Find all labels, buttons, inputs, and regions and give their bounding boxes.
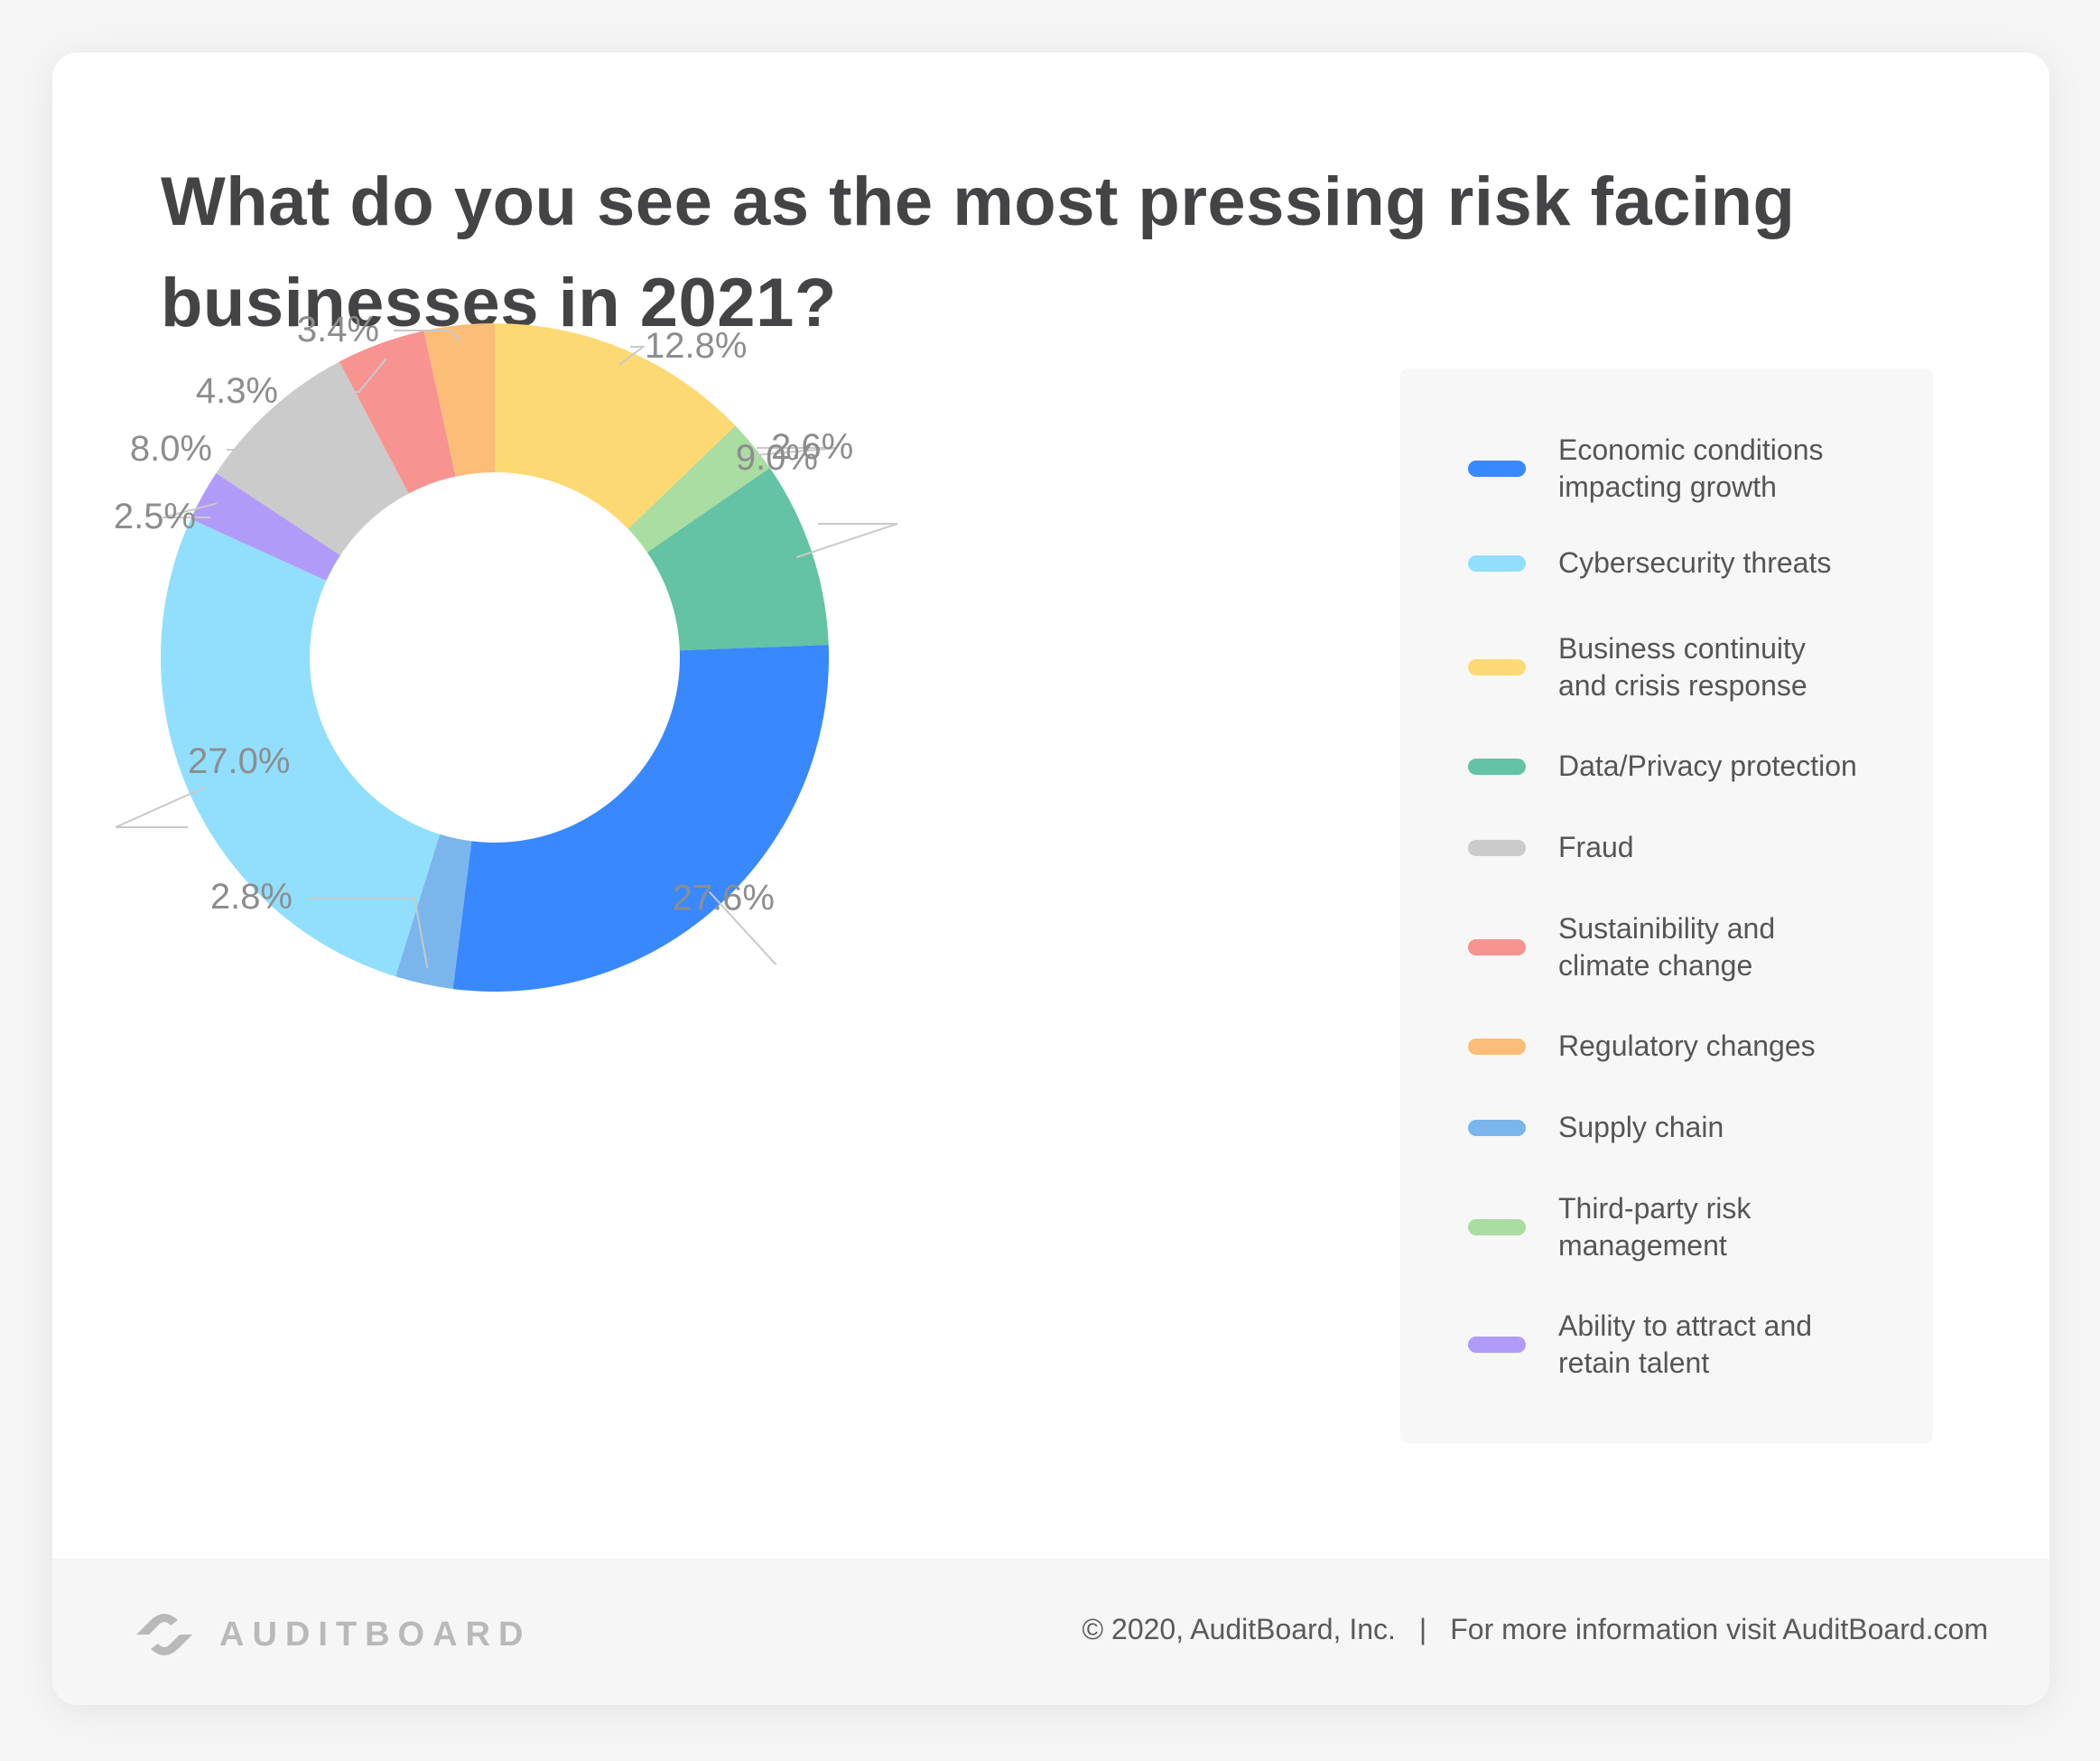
legend: Economic conditions impacting growth Cyber… bbox=[1400, 368, 1933, 1443]
donut-chart: 12.8% 2.6%9.0% 27.6% 2.8% 27.0% 2.5% 8.0% 4.3% 3… bbox=[114, 310, 898, 992]
slice-supply-chain bbox=[395, 834, 472, 990]
legend-label-line: Ability to attract and bbox=[1558, 1309, 1813, 1342]
data-label-data-privacy-protection: 9.0% bbox=[736, 438, 818, 478]
legend-label-line: Economic conditions bbox=[1558, 433, 1824, 466]
legend-swatch bbox=[1468, 659, 1526, 676]
legend-swatch bbox=[1468, 1337, 1526, 1353]
slice-economic-conditions-impacting-growth bbox=[452, 645, 829, 992]
legend-label-line: and crisis response bbox=[1558, 669, 1807, 702]
legend-label-line: Fraud bbox=[1558, 831, 1634, 863]
leader-line-third-party-risk-management bbox=[740, 447, 838, 458]
slice-data-privacy-protection bbox=[646, 468, 829, 651]
legend-label-line: Business continuity bbox=[1558, 632, 1806, 665]
legend-label-line: Supply chain bbox=[1558, 1111, 1724, 1143]
legend-label-line: Sustainibility and bbox=[1558, 912, 1776, 945]
legend-label: Regulatory changes bbox=[1558, 1028, 1919, 1065]
slice-business-continuity-and-crisis-response bbox=[495, 323, 736, 529]
slice-sustainibility-and-climate-change bbox=[339, 331, 456, 494]
legend-label: Third-party risk management bbox=[1558, 1190, 1919, 1264]
legend-label: Economic conditions impacting growth bbox=[1558, 432, 1919, 506]
data-label-supply-chain: 2.8% bbox=[210, 877, 293, 917]
auditboard-logo-icon bbox=[136, 1614, 192, 1655]
legend-swatch bbox=[1468, 1120, 1526, 1136]
legend-swatch bbox=[1468, 939, 1526, 955]
legend-swatch bbox=[1468, 1039, 1526, 1055]
leader-line-business-continuity-and-crisis-response bbox=[618, 346, 646, 366]
legend-label: Business continuity and crisis response bbox=[1558, 630, 1919, 704]
chart-card: What do you see as the most pressing ris… bbox=[52, 52, 2049, 1705]
leader-line-supply-chain bbox=[307, 897, 429, 969]
legend-swatch bbox=[1468, 1219, 1526, 1235]
copyright-text: © 2020, AuditBoard, Inc. bbox=[1082, 1613, 1396, 1645]
legend-swatch bbox=[1468, 759, 1526, 775]
leader-line-economic-conditions-impacting-growth bbox=[708, 890, 777, 965]
data-label-sustainibility-and-climate-change: 4.3% bbox=[196, 371, 278, 411]
leader-line-ability-to-attract-and-retain-talent bbox=[163, 502, 218, 518]
footer-separator: | bbox=[1418, 1613, 1427, 1645]
data-label-economic-conditions-impacting-growth: 27.6% bbox=[673, 878, 775, 918]
legend-label-line: Third-party risk bbox=[1558, 1192, 1752, 1225]
slice-cybersecurity-threats bbox=[160, 518, 441, 977]
slice-third-party-risk-management bbox=[627, 425, 770, 553]
legend-label-line: Regulatory changes bbox=[1558, 1030, 1816, 1062]
legend-label-line: retain talent bbox=[1558, 1346, 1710, 1379]
data-label-business-continuity-and-crisis-response: 12.8% bbox=[645, 326, 747, 366]
leader-line-regulatory-changes bbox=[394, 330, 462, 342]
legend-label: Sustainibility and climate change bbox=[1558, 910, 1919, 984]
slice-regulatory-changes bbox=[423, 323, 495, 477]
data-label-cybersecurity-threats: 27.0% bbox=[188, 741, 290, 781]
logo-text: AUDITBOARD bbox=[219, 1615, 532, 1654]
chart-title: What do you see as the most pressing ris… bbox=[161, 163, 1796, 341]
legend-label: Cybersecurity threats bbox=[1558, 545, 1919, 582]
legend-label: Supply chain bbox=[1558, 1109, 1919, 1146]
legend-label-line: Data/Privacy protection bbox=[1558, 750, 1857, 782]
footer-info: © 2020, AuditBoard, Inc. | For more inform… bbox=[1083, 1613, 1988, 1646]
legend-swatch bbox=[1468, 461, 1526, 477]
slice-ability-to-attract-and-retain-talent bbox=[190, 472, 341, 582]
slice-fraud bbox=[216, 361, 409, 555]
legend-label-line: management bbox=[1558, 1229, 1727, 1262]
data-label-third-party-risk-management: 2.6% bbox=[771, 427, 853, 467]
legend-swatch bbox=[1468, 840, 1526, 856]
leader-line-cybersecurity-threats bbox=[115, 786, 206, 828]
legend-label: Data/Privacy protection bbox=[1558, 748, 1919, 785]
legend-label-line: impacting growth bbox=[1558, 471, 1777, 503]
leader-line-data-privacy-protection bbox=[795, 522, 898, 559]
legend-label: Fraud bbox=[1558, 829, 1919, 866]
data-label-regulatory-changes: 3.4% bbox=[297, 310, 379, 349]
legend-swatch bbox=[1468, 555, 1526, 572]
more-info-text: For more information visit AuditBoard.co… bbox=[1450, 1613, 1988, 1645]
legend-label-line: climate change bbox=[1558, 949, 1753, 982]
legend-label: Ability to attract and retain talent bbox=[1558, 1308, 1919, 1382]
auditboard-logo: AUDITBOARD bbox=[129, 1607, 531, 1662]
leader-line-sustainibility-and-climate-change bbox=[293, 358, 387, 393]
data-label-ability-to-attract-and-retain-talent: 2.5% bbox=[114, 497, 196, 536]
data-label-fraud: 8.0% bbox=[130, 429, 212, 469]
leader-line-fraud bbox=[227, 421, 283, 451]
footer: AUDITBOARD © 2020, AuditBoard, Inc. | For … bbox=[52, 1559, 2049, 1705]
legend-label-line: Cybersecurity threats bbox=[1558, 546, 1832, 579]
